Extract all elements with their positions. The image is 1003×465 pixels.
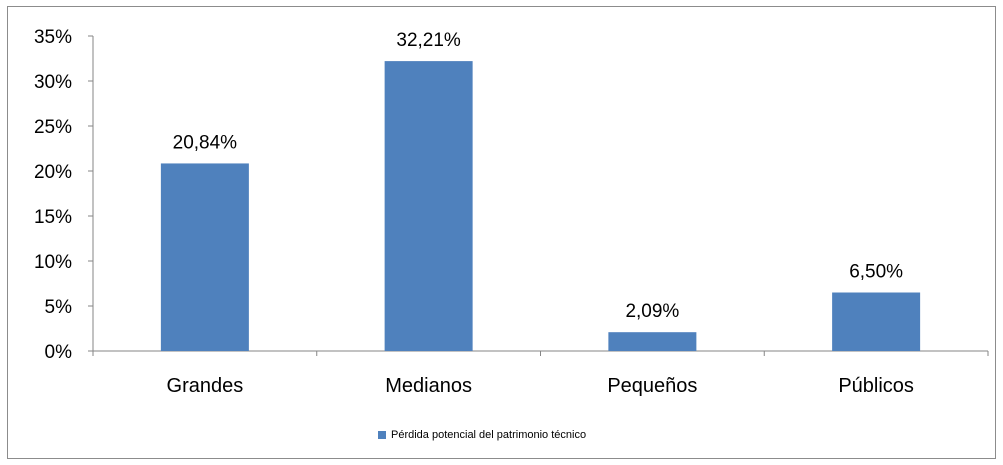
data-label: 20,84% <box>173 132 238 153</box>
data-label: 2,09% <box>625 301 679 322</box>
y-axis-ticks: 0% 5% 10% 15% 20% 25% 30% 35% <box>34 27 93 363</box>
y-tick-label: 35% <box>34 27 72 48</box>
y-tick-label: 20% <box>34 162 72 183</box>
category-labels: Grandes Medianos Pequeños Públicos <box>167 375 914 397</box>
bar <box>384 61 473 352</box>
category-label: Grandes <box>167 375 244 397</box>
legend-swatch <box>378 431 386 439</box>
data-label: 32,21% <box>396 30 461 51</box>
bars <box>160 61 921 352</box>
bar <box>608 332 697 351</box>
data-label: 6,50% <box>849 262 903 283</box>
legend-label: Pérdida potencial del patrimonio técnico <box>391 429 587 441</box>
y-tick-label: 0% <box>45 342 73 363</box>
legend: Pérdida potencial del patrimonio técnico <box>378 428 586 442</box>
bar <box>160 163 249 351</box>
y-tick-label: 15% <box>34 207 72 228</box>
bar <box>832 292 921 351</box>
y-tick-label: 5% <box>45 297 73 318</box>
y-tick-label: 30% <box>34 72 72 93</box>
y-tick-label: 25% <box>34 117 72 138</box>
data-labels: 20,84% 32,21% 2,09% 6,50% <box>173 30 904 322</box>
category-label: Públicos <box>838 375 914 397</box>
category-label: Medianos <box>385 375 472 397</box>
category-label: Pequeños <box>607 375 697 397</box>
y-tick-label: 10% <box>34 252 72 273</box>
